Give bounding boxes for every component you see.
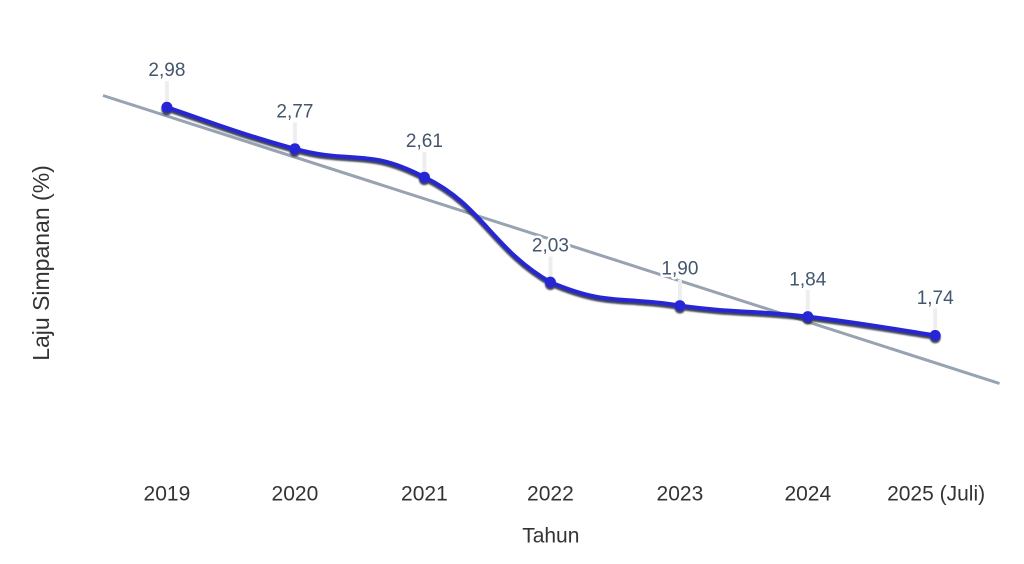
svg-text:2,77: 2,77 bbox=[276, 102, 313, 123]
svg-text:2021: 2021 bbox=[401, 483, 448, 506]
svg-text:2019: 2019 bbox=[144, 483, 191, 506]
svg-text:2,61: 2,61 bbox=[406, 131, 443, 152]
svg-text:2025 (Juli): 2025 (Juli) bbox=[887, 483, 985, 506]
svg-text:2024: 2024 bbox=[784, 483, 831, 506]
svg-text:Laju Simpanan (%): Laju Simpanan (%) bbox=[28, 165, 54, 361]
svg-text:1,90: 1,90 bbox=[661, 259, 698, 280]
svg-text:1,84: 1,84 bbox=[789, 269, 826, 290]
svg-text:1,74: 1,74 bbox=[917, 288, 954, 309]
svg-text:Tahun: Tahun bbox=[522, 525, 579, 548]
svg-text:2023: 2023 bbox=[657, 483, 704, 506]
svg-text:2020: 2020 bbox=[272, 483, 319, 506]
svg-text:2022: 2022 bbox=[527, 483, 574, 506]
svg-text:2,03: 2,03 bbox=[532, 236, 569, 257]
svg-text:2,98: 2,98 bbox=[148, 60, 185, 81]
